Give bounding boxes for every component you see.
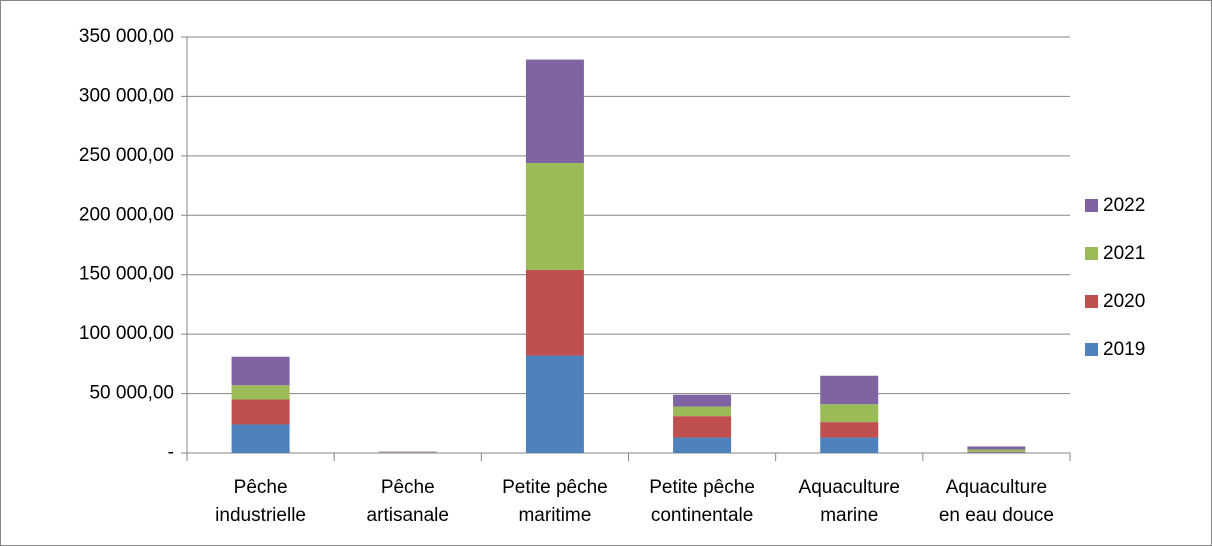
bar-segment — [231, 385, 290, 400]
x-tick-label: Pêche — [234, 477, 288, 498]
bar-segment — [231, 356, 290, 386]
x-tick-label: Pêche — [381, 477, 435, 498]
bar-segment — [525, 59, 584, 163]
bar-segment — [820, 375, 879, 405]
x-tick-label: Aquaculture — [946, 477, 1047, 498]
legend-label: 2019 — [1103, 339, 1145, 360]
legend-swatch — [1085, 247, 1098, 260]
bar-segment — [820, 422, 879, 438]
y-tick-label: 50 000,00 — [89, 383, 174, 404]
y-tick-label: 150 000,00 — [79, 264, 174, 285]
legend-label: 2021 — [1103, 243, 1145, 264]
bar-segment — [231, 399, 290, 425]
bar-segment — [525, 162, 584, 270]
legend-label: 2022 — [1103, 195, 1145, 216]
bar-segment — [967, 451, 1026, 453]
bar-segment — [673, 437, 732, 453]
bar-segment — [967, 449, 1026, 452]
legend-swatch — [1085, 295, 1098, 308]
x-tick-label: Petite pêche — [502, 477, 608, 498]
bar-segment — [967, 446, 1026, 450]
x-tick-label: en eau douce — [939, 505, 1054, 526]
y-tick-label: - — [168, 442, 174, 463]
legend-swatch — [1085, 199, 1098, 212]
x-tick-label: marine — [820, 505, 878, 526]
x-tick-label: continentale — [651, 505, 753, 526]
y-tick-label: 300 000,00 — [79, 85, 174, 106]
bar-segment — [525, 269, 584, 356]
y-tick-label: 200 000,00 — [79, 204, 174, 225]
legend-swatch — [1085, 343, 1098, 356]
bar-segment — [820, 437, 879, 453]
y-tick-label: 250 000,00 — [79, 145, 174, 166]
x-tick-label: maritime — [518, 505, 591, 526]
bar-segment — [820, 404, 879, 423]
x-tick-label: Petite pêche — [649, 477, 755, 498]
y-tick-label: 350 000,00 — [79, 26, 174, 47]
x-tick-label: artisanale — [367, 505, 449, 526]
x-tick-label: industrielle — [215, 505, 306, 526]
bar-segment — [673, 416, 732, 438]
legend-label: 2020 — [1103, 291, 1145, 312]
y-tick-label: 100 000,00 — [79, 323, 174, 344]
x-tick-label: Aquaculture — [799, 477, 900, 498]
bar-segment — [525, 355, 584, 453]
bar-segment — [673, 394, 732, 407]
bar-segment — [231, 424, 290, 453]
bar-segment — [967, 452, 1026, 453]
bar-segment — [673, 406, 732, 417]
